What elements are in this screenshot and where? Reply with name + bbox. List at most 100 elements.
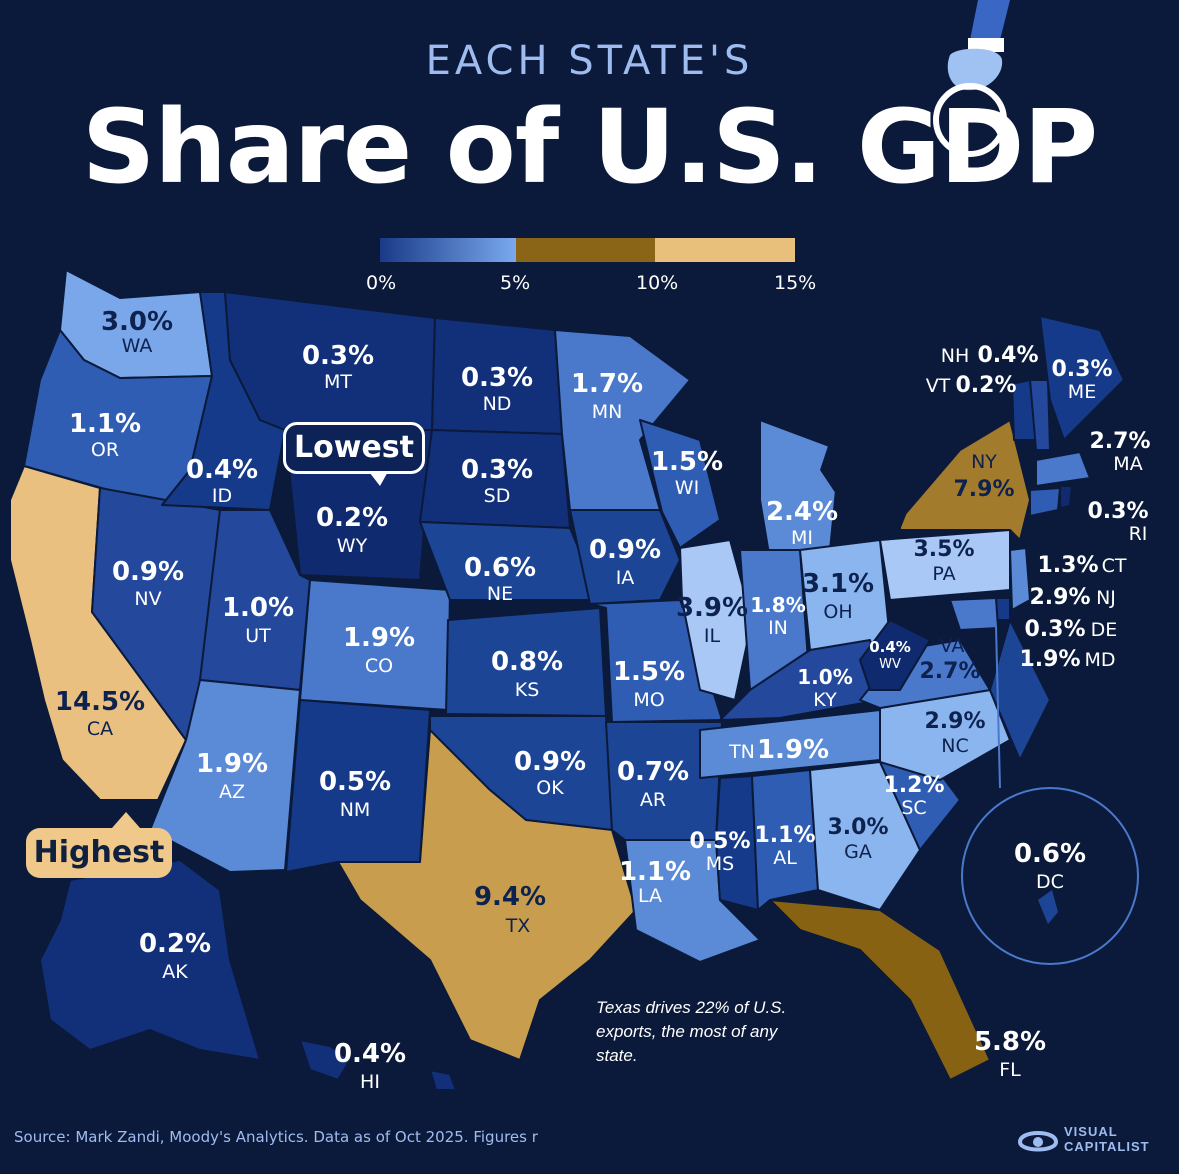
label-hi-pct: 0.4% (334, 1039, 406, 1069)
state-ak (39, 859, 261, 1061)
label-mn-pct: 1.7% (571, 369, 643, 399)
legend-segment-5-10 (516, 238, 655, 262)
state-nh (1029, 379, 1051, 451)
label-vt-pct: 0.2% (955, 373, 1016, 398)
label-va-pct: 2.7% (919, 659, 980, 684)
label-mt-pct: 0.3% (302, 341, 374, 371)
label-vt-abbr: VT (926, 375, 951, 397)
label-mt-abbr: MT (324, 371, 352, 393)
state-ms (715, 775, 759, 911)
label-tx-abbr: TX (505, 915, 531, 937)
state-md (949, 597, 999, 631)
label-md-pct: 1.9% (1019, 647, 1080, 672)
state-mn (554, 329, 691, 511)
label-fl-pct: 5.8% (974, 1027, 1046, 1057)
label-id-pct: 0.4% (186, 455, 258, 485)
state-al (751, 769, 819, 911)
label-wy-abbr: WY (337, 535, 368, 557)
state-dc (1038, 890, 1058, 924)
texas-note: Texas drives 22% of U.S. exports, the mo… (596, 998, 787, 1065)
label-nc-abbr: NC (941, 735, 968, 757)
label-ky-abbr: KY (813, 689, 837, 711)
logo-line2: CAPITALIST (1064, 1139, 1150, 1154)
label-nh-abbr: NH (941, 345, 970, 367)
label-mn-abbr: MN (592, 401, 623, 423)
label-la-pct: 1.1% (619, 857, 691, 887)
state-ct (1029, 487, 1061, 517)
label-nd-pct: 0.3% (461, 363, 533, 393)
state-ga (809, 761, 921, 911)
label-tx-pct: 9.4% (474, 882, 546, 912)
label-ca-abbr: CA (87, 718, 113, 740)
label-oh-abbr: OH (823, 601, 852, 623)
legend-label-0: 0% (366, 272, 397, 294)
label-nd-abbr: ND (483, 393, 512, 415)
label-il-abbr: IL (704, 625, 721, 647)
label-ks-pct: 0.8% (491, 647, 563, 677)
label-nv-abbr: NV (134, 588, 161, 610)
label-sc-pct: 1.2% (883, 773, 944, 798)
label-ga-pct: 3.0% (827, 815, 888, 840)
label-mo-abbr: MO (633, 689, 664, 711)
label-ar-pct: 0.7% (617, 757, 689, 787)
state-me (1039, 315, 1125, 441)
label-pa-pct: 3.5% (913, 537, 974, 562)
legend-label-15: 15% (774, 272, 817, 294)
label-ca-pct: 14.5% (55, 687, 145, 717)
subtitle: EACH STATE'S (425, 38, 754, 84)
label-or-abbr: OR (91, 439, 119, 461)
legend-label-10: 10% (636, 272, 679, 294)
label-ak-pct: 0.2% (139, 929, 211, 959)
visual-capitalist-logo-icon (1017, 1131, 1059, 1152)
label-sc-abbr: SC (901, 797, 926, 819)
state-nj (1009, 547, 1031, 611)
hand-coin-icon (933, 0, 1010, 157)
state-ia (569, 509, 681, 605)
page-title: Share of U.S. GDP (81, 88, 1098, 207)
source-text: Source: Mark Zandi, Moody's Analytics. D… (14, 1128, 538, 1146)
label-az-pct: 1.9% (196, 749, 268, 779)
label-ny-abbr: NY (971, 451, 997, 473)
label-sd-pct: 0.3% (461, 455, 533, 485)
logo-line1: VISUAL (1064, 1124, 1118, 1139)
label-or-pct: 1.1% (69, 409, 141, 439)
state-pa (879, 529, 1011, 601)
state-ny (899, 419, 1031, 541)
label-ga-abbr: GA (844, 841, 872, 863)
label-me-pct: 0.3% (1051, 357, 1112, 382)
great-lakes (700, 380, 910, 535)
label-wv-pct: 0.4% (869, 638, 911, 656)
label-il-pct: 3.9% (676, 593, 748, 623)
label-ne-abbr: NE (487, 583, 513, 605)
dc-inset-circle (961, 787, 1139, 965)
label-al-abbr: AL (773, 847, 797, 869)
label-ia-pct: 0.9% (589, 535, 661, 565)
label-ne-pct: 0.6% (464, 553, 536, 583)
label-me-abbr: ME (1068, 381, 1096, 403)
label-nv-pct: 0.9% (112, 557, 184, 587)
lowest-callout: Lowest (283, 422, 425, 474)
legend-label-5: 5% (500, 272, 531, 294)
label-tn-abbr: TN (728, 741, 755, 763)
label-mi-abbr: MI (791, 527, 813, 549)
label-va-abbr: VA (940, 635, 965, 657)
label-co-pct: 1.9% (343, 623, 415, 653)
highest-callout: Highest (26, 828, 172, 878)
label-wi-abbr: WI (675, 477, 699, 499)
label-nc-pct: 2.9% (924, 709, 985, 734)
state-tx (337, 729, 637, 1061)
label-oh-pct: 3.1% (802, 569, 874, 599)
label-az-abbr: AZ (219, 781, 245, 803)
label-wa-pct: 3.0% (101, 307, 173, 337)
label-in-abbr: IN (768, 617, 788, 639)
label-ri-abbr: RI (1129, 523, 1148, 545)
state-ri (1059, 485, 1073, 509)
label-ma-abbr: MA (1113, 453, 1142, 475)
label-mi-pct: 2.4% (766, 497, 838, 527)
state-ma (1035, 451, 1091, 487)
label-pa-abbr: PA (932, 563, 955, 585)
legend-segment-10-15 (655, 238, 795, 262)
label-ms-abbr: MS (706, 853, 734, 875)
label-nh-pct: 0.4% (977, 343, 1038, 368)
